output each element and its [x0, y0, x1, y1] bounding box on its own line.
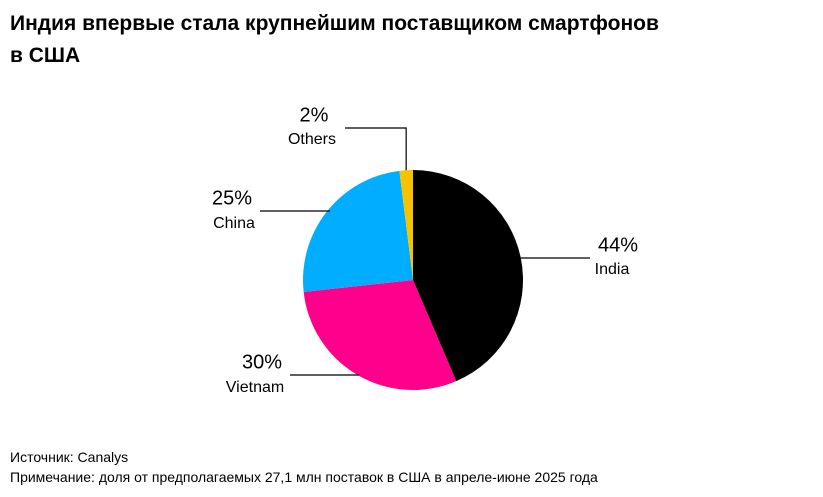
pie-slice — [413, 170, 523, 382]
pie-slice — [399, 170, 413, 280]
category-label: India — [595, 261, 630, 278]
category-label: Others — [288, 131, 336, 148]
category-label: China — [213, 215, 255, 232]
pie-slice — [303, 170, 413, 292]
source: Источник: Canalys — [10, 449, 128, 465]
value-label: 2% — [300, 104, 329, 126]
title-text: в США — [10, 44, 80, 67]
leader-line — [345, 127, 407, 171]
title-text: Индия впервые стала крупнейшим поставщик… — [10, 12, 659, 35]
value-label: 30% — [242, 351, 282, 373]
value-label: 25% — [212, 187, 252, 209]
pie-slice — [303, 280, 457, 391]
value-label: 44% — [598, 234, 638, 256]
chart-title-line: Индия впервые стала крупнейшим поставщик… — [10, 12, 659, 35]
category-label: Vietnam — [226, 379, 284, 396]
note: Примечание: доля от предполагаемых 27,1 … — [10, 469, 598, 485]
chart-title-line: в США — [10, 44, 80, 67]
